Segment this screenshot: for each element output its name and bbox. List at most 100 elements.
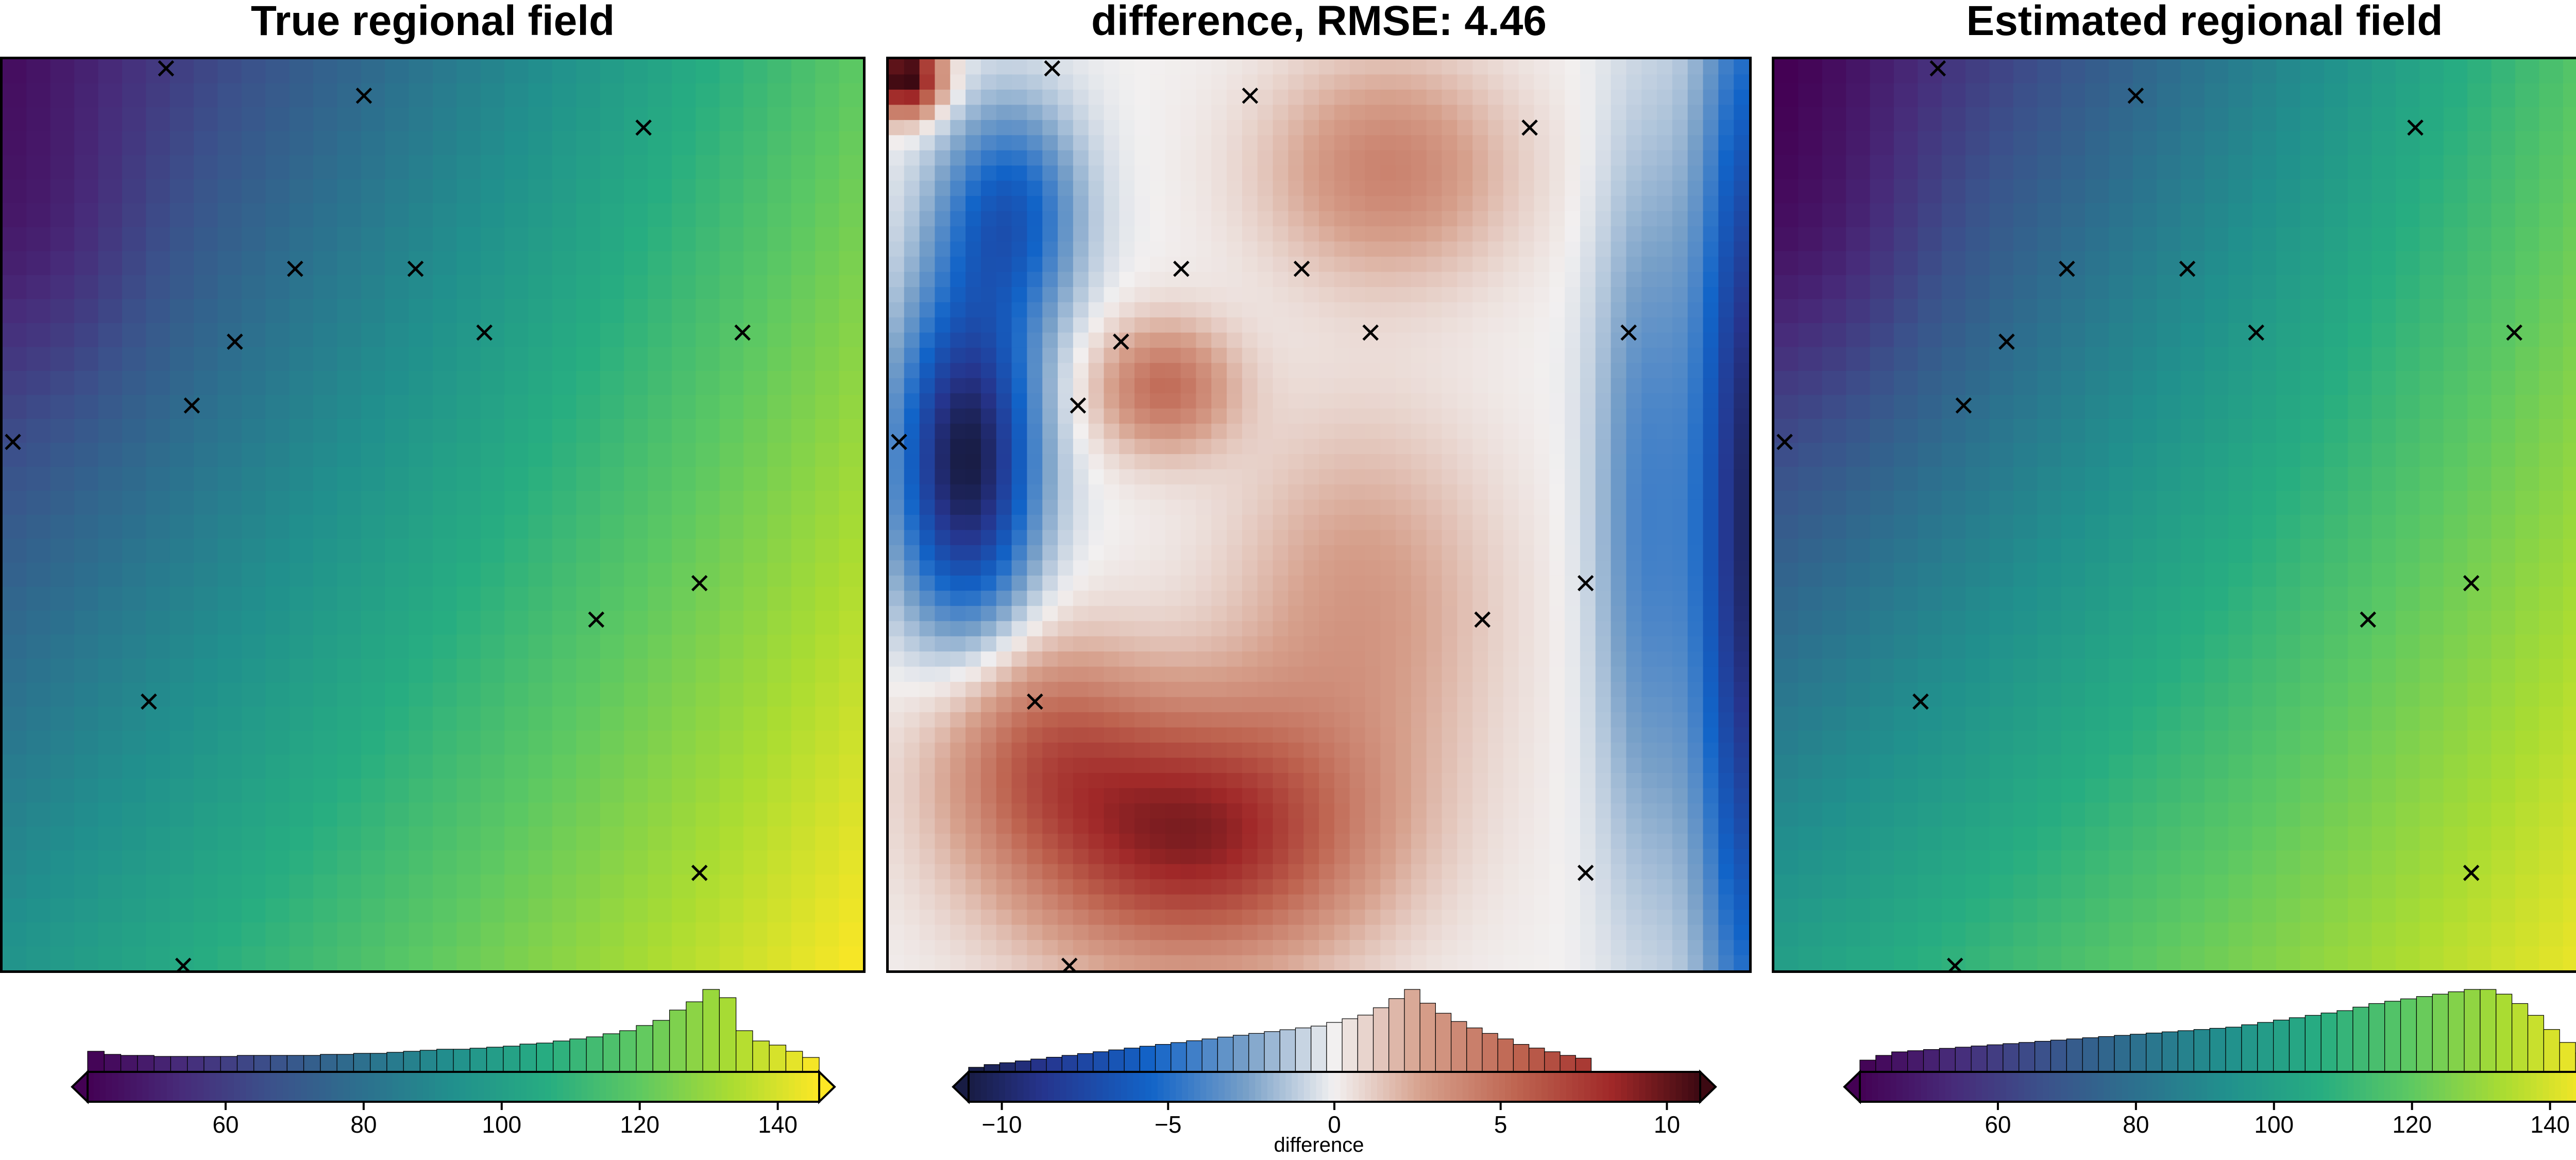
heatmap-cell xyxy=(480,107,505,132)
heatmap-cell xyxy=(965,211,981,227)
heatmap-cell xyxy=(889,180,905,196)
heatmap-cell xyxy=(1011,165,1028,181)
heatmap-cell xyxy=(2324,107,2349,132)
heatmap-cell xyxy=(904,924,920,940)
heatmap-cell xyxy=(1349,211,1366,227)
heatmap-cell xyxy=(624,323,649,348)
heatmap-cell xyxy=(1565,378,1581,394)
heatmap-cell xyxy=(1027,591,1043,607)
heatmap-cell xyxy=(433,586,457,611)
heatmap-cell xyxy=(1488,833,1504,850)
heatmap-cell xyxy=(719,299,744,324)
heatmap-cell xyxy=(1196,74,1212,90)
heatmap-cell xyxy=(980,743,997,759)
heatmap-cell xyxy=(1503,955,1519,970)
heatmap-cell xyxy=(1303,788,1319,804)
heatmap-cell xyxy=(815,539,840,563)
heatmap-cell xyxy=(1242,424,1258,440)
heatmap-cell xyxy=(1657,818,1673,834)
heatmap-cell xyxy=(1227,363,1243,379)
heatmap-cell xyxy=(1349,257,1366,273)
heatmap-cell xyxy=(996,727,1012,743)
heatmap-cell xyxy=(122,539,147,563)
heatmap-cell xyxy=(480,299,505,324)
heatmap-cell xyxy=(50,131,75,156)
heatmap-cell xyxy=(1149,910,1166,926)
heatmap-cell xyxy=(3,179,27,204)
heatmap-cell xyxy=(919,545,936,561)
heatmap-cell xyxy=(696,251,720,276)
heatmap-cell xyxy=(1042,788,1058,804)
heatmap-cell xyxy=(1672,454,1688,470)
heatmap-cell xyxy=(1165,575,1181,592)
heatmap-cell xyxy=(1411,378,1427,394)
heatmap-cell xyxy=(1088,424,1105,440)
heatmap-cell xyxy=(1073,636,1089,652)
heatmap-cell xyxy=(1149,105,1166,121)
heatmap-cell xyxy=(1227,302,1243,318)
heatmap-cell xyxy=(1687,484,1704,500)
heatmap-cell xyxy=(919,120,936,136)
heatmap-cell xyxy=(1488,591,1504,607)
heatmap-cell xyxy=(385,347,410,372)
heatmap-cell xyxy=(1104,606,1120,622)
heatmap-cell xyxy=(1027,347,1043,364)
heatmap-cell xyxy=(217,347,242,372)
heatmap-cell xyxy=(1626,257,1642,273)
heatmap-cell xyxy=(1380,120,1396,136)
heatmap-cell xyxy=(1288,864,1304,880)
heatmap-cell xyxy=(26,778,51,803)
heatmap-cell xyxy=(1365,727,1381,743)
heatmap-cell xyxy=(265,179,290,204)
heatmap-cell xyxy=(919,105,936,121)
heatmap-cell xyxy=(1426,924,1443,940)
heatmap-cell xyxy=(1088,666,1105,682)
heatmap-cell xyxy=(904,89,920,106)
heatmap-cell xyxy=(1227,666,1243,682)
heatmap-cell xyxy=(1273,530,1289,546)
heatmap-cell xyxy=(1180,59,1197,75)
heatmap-cell xyxy=(1011,302,1028,318)
heatmap-cell xyxy=(1472,833,1488,850)
heatmap-cell xyxy=(1288,910,1304,926)
heatmap-cell xyxy=(2539,179,2564,204)
heatmap-cell xyxy=(1580,226,1596,242)
heatmap-cell xyxy=(1242,439,1258,455)
heatmap-cell xyxy=(50,946,75,970)
heatmap-cell xyxy=(170,179,194,204)
heatmap-cell xyxy=(1196,803,1212,819)
heatmap-cell xyxy=(1011,272,1028,288)
heatmap-cell xyxy=(1273,879,1289,895)
heatmap-cell xyxy=(456,59,481,84)
heatmap-cell xyxy=(1442,591,1458,607)
heatmap-cell xyxy=(1472,818,1488,834)
heatmap-cell xyxy=(1134,226,1150,242)
heatmap-cell xyxy=(919,378,936,394)
heatmap-cell xyxy=(1134,120,1150,136)
heatmap-cell xyxy=(98,874,123,899)
data-point-marker xyxy=(1474,611,1491,628)
heatmap-cell xyxy=(1549,591,1565,607)
heatmap-cell xyxy=(1488,241,1504,257)
heatmap-cell xyxy=(1319,682,1335,698)
heatmap-cell xyxy=(1349,758,1366,774)
heatmap-cell xyxy=(1718,530,1734,546)
heatmap-cell xyxy=(1088,636,1105,652)
heatmap-cell xyxy=(1657,424,1673,440)
heatmap-cell xyxy=(1380,347,1396,364)
heatmap-cell xyxy=(950,864,966,880)
heatmap-cell xyxy=(504,802,529,827)
heatmap-cell xyxy=(1319,302,1335,318)
heatmap-cell xyxy=(1518,758,1535,774)
heatmap-cell xyxy=(552,515,577,540)
heatmap-cell xyxy=(1288,424,1304,440)
heatmap-cell xyxy=(241,659,266,683)
heatmap-cell xyxy=(919,894,936,910)
heatmap-cell xyxy=(1058,287,1074,303)
heatmap-cell xyxy=(1380,849,1396,865)
heatmap-cell xyxy=(624,59,649,84)
heatmap-cell xyxy=(1488,788,1504,804)
heatmap-cell xyxy=(1411,363,1427,379)
heatmap-cell xyxy=(624,466,649,492)
heatmap-cell xyxy=(1472,879,1488,895)
